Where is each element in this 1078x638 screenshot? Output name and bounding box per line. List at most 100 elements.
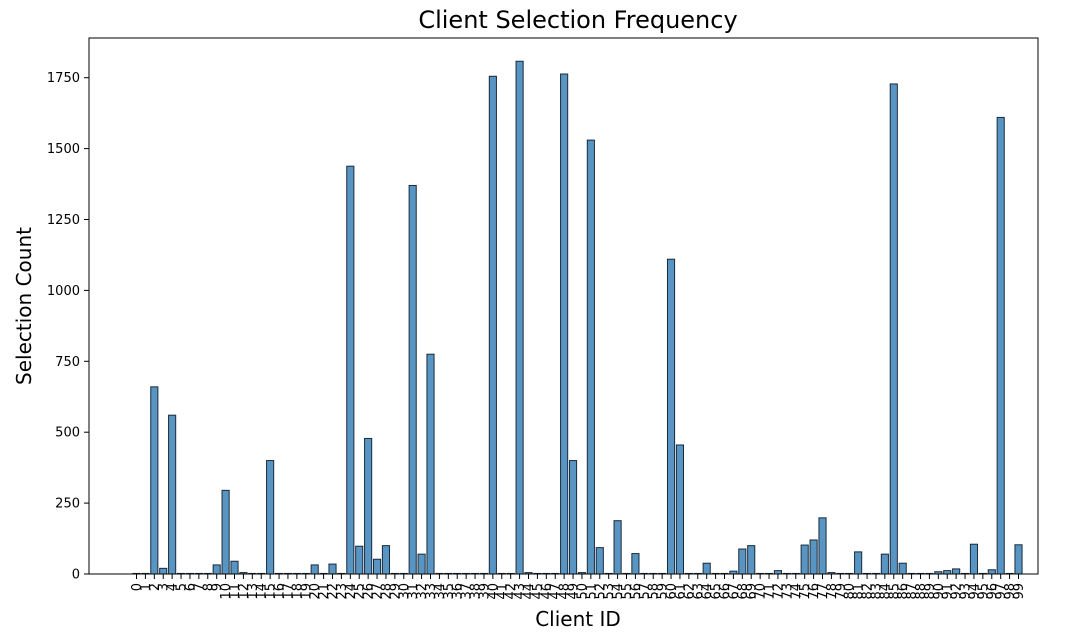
x-tick-label: 54 <box>611 583 626 600</box>
x-tick-label: 72 <box>771 583 786 600</box>
bar-client-40 <box>488 75 497 575</box>
x-tick-label: 16 <box>273 583 288 600</box>
bar-client-84 <box>880 553 889 575</box>
bar-client-68 <box>738 548 747 575</box>
bar-client-85 <box>889 83 898 575</box>
bars-group <box>132 60 1023 575</box>
x-tick-label: 56 <box>629 583 644 600</box>
x-tick-label: 21 <box>317 583 332 600</box>
x-tick-label: 73 <box>780 583 795 600</box>
y-tick-label: 250 <box>55 497 80 512</box>
bar-client-69 <box>747 545 756 575</box>
x-tick-label: 52 <box>593 583 608 600</box>
y-axis: 0 250 500 750 1000 1250 1500 1750 <box>47 71 89 583</box>
bar-client-52 <box>595 547 604 575</box>
x-tick-label: 93 <box>959 583 974 600</box>
x-tick-label: 70 <box>754 583 769 600</box>
bar-client-92 <box>952 568 961 575</box>
bar-client-94 <box>969 543 979 575</box>
bar-client-72 <box>773 570 783 575</box>
x-tick-label: 86 <box>896 583 911 600</box>
x-tick-label: 10 <box>219 583 234 600</box>
x-axis: 0123456789101112131415161718192021222324… <box>130 574 1027 600</box>
x-tick-label: 77 <box>816 583 831 600</box>
x-tick-label: 74 <box>789 583 804 600</box>
bar-client-77 <box>818 517 827 575</box>
x-tick-label: 32 <box>415 583 430 600</box>
bar-client-86 <box>898 562 907 575</box>
x-tick-label: 64 <box>700 583 715 600</box>
x-tick-label: 42 <box>504 583 519 600</box>
x-tick-label: 98 <box>1003 583 1018 600</box>
bar-client-43 <box>515 60 524 575</box>
y-axis-title: Selection Count <box>12 227 36 385</box>
x-tick-label: 4 <box>166 583 181 591</box>
x-tick-label: 51 <box>584 583 599 600</box>
x-tick-label: 88 <box>914 583 929 600</box>
x-tick-label: 36 <box>451 583 466 600</box>
x-tick-label: 12 <box>237 583 252 600</box>
x-tick-label: 11 <box>228 583 243 600</box>
chart-title: Client Selection Frequency <box>418 6 737 34</box>
x-tick-label: 81 <box>852 583 867 600</box>
bar-client-76 <box>809 539 818 575</box>
x-tick-label: 45 <box>531 583 546 600</box>
x-tick-label: 75 <box>798 583 813 600</box>
x-tick-label: 60 <box>665 583 680 600</box>
y-tick-label: 750 <box>55 355 80 370</box>
x-tick-label: 13 <box>246 583 261 600</box>
bar-client-26 <box>364 437 373 575</box>
x-tick-label: 40 <box>486 583 501 600</box>
x-tick-label: 39 <box>477 583 492 600</box>
x-tick-label: 76 <box>807 583 822 600</box>
x-tick-label: 69 <box>745 583 760 600</box>
x-tick-label: 48 <box>558 583 573 600</box>
bar-client-81 <box>854 551 863 575</box>
x-tick-label: 49 <box>567 583 582 600</box>
plot-frame <box>88 37 1039 575</box>
x-tick-label: 80 <box>843 583 858 600</box>
y-tick-label: 1250 <box>47 213 80 228</box>
x-tick-label: 23 <box>335 583 350 600</box>
x-tick-label: 29 <box>388 583 403 600</box>
x-tick-label: 9 <box>210 583 225 591</box>
x-tick-label: 26 <box>362 583 377 600</box>
x-axis-title: Client ID <box>535 607 621 631</box>
bar-client-49 <box>568 460 578 575</box>
x-tick-label: 91 <box>941 583 956 600</box>
x-tick-label: 63 <box>691 583 706 600</box>
bar-client-33 <box>426 353 435 575</box>
x-tick-label: 6 <box>183 583 198 591</box>
x-tick-label: 65 <box>709 583 724 600</box>
bar-client-10 <box>221 489 230 575</box>
x-tick-label: 97 <box>994 583 1009 600</box>
x-tick-label: 35 <box>442 583 457 600</box>
x-tick-label: 46 <box>540 583 555 600</box>
x-tick-label: 44 <box>522 583 537 600</box>
bar-client-64 <box>702 562 711 575</box>
x-tick-label: 95 <box>976 583 991 600</box>
bar-client-2 <box>150 386 159 575</box>
x-tick-label: 1 <box>139 583 154 591</box>
y-tick-label: 1000 <box>47 284 80 299</box>
x-tick-label: 5 <box>175 583 190 591</box>
x-tick-label: 24 <box>344 583 359 600</box>
bar-client-11 <box>230 560 239 575</box>
x-tick-label: 28 <box>379 583 394 600</box>
x-tick-label: 94 <box>967 583 982 600</box>
x-tick-label: 66 <box>718 583 733 600</box>
x-tick-label: 38 <box>469 583 484 600</box>
bar-client-28 <box>381 545 391 575</box>
x-tick-label: 19 <box>299 583 314 600</box>
x-tick-label: 33 <box>424 583 439 600</box>
y-tick-label: 500 <box>55 426 80 441</box>
x-tick-label: 83 <box>869 583 884 600</box>
x-tick-label: 18 <box>290 583 305 600</box>
bar-client-32 <box>417 553 426 575</box>
bar-client-51 <box>586 139 595 575</box>
x-tick-label: 22 <box>326 583 341 600</box>
x-tick-label: 17 <box>281 583 296 600</box>
bar-client-99 <box>1014 544 1023 575</box>
x-tick-label: 43 <box>513 583 528 600</box>
x-tick-label: 7 <box>192 583 207 591</box>
